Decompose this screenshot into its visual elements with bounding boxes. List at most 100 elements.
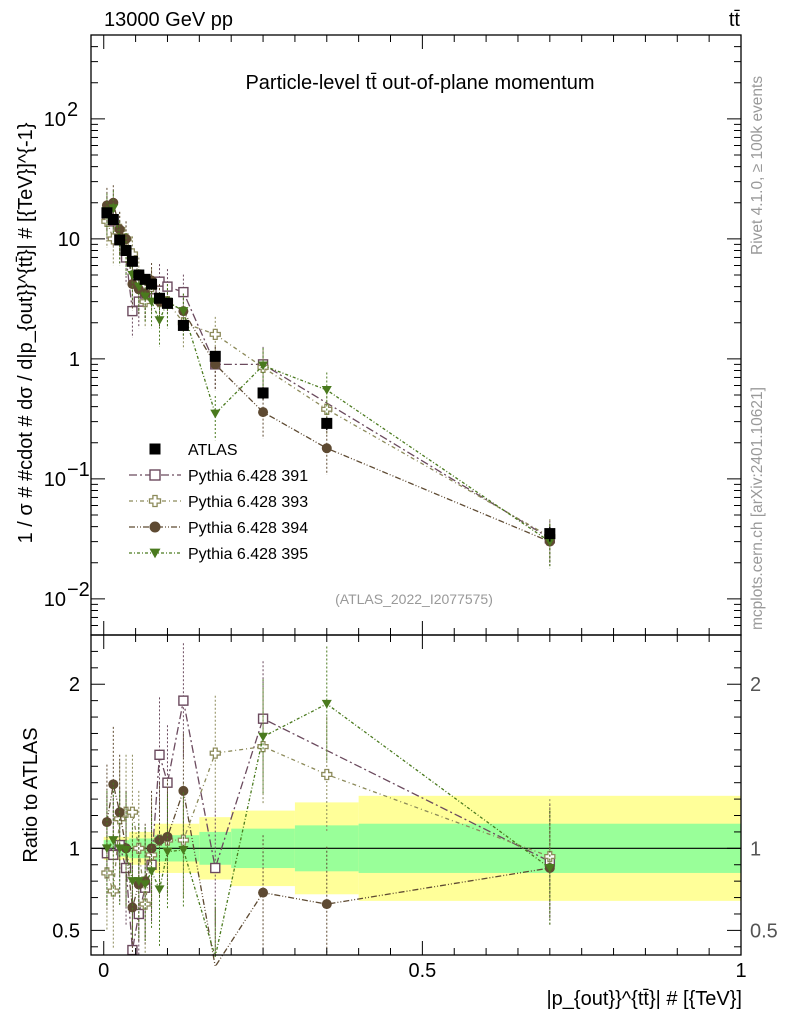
marker-atlas (321, 417, 333, 429)
marker-395 (108, 836, 119, 845)
header-right: tt̄ (729, 9, 741, 31)
marker-atlas (149, 443, 161, 455)
marker-391 (210, 862, 221, 874)
ratio-tick-label-right: 1 (750, 838, 761, 860)
marker-391 (154, 749, 165, 760)
marker-395 (154, 885, 165, 895)
marker-395 (154, 316, 165, 325)
marker-394 (162, 831, 173, 842)
marker-395 (149, 548, 161, 559)
marker-395 (544, 537, 555, 547)
marker-atlas (146, 278, 158, 290)
marker-atlas (257, 387, 269, 399)
marker-395 (140, 292, 151, 302)
y-tick-label: 10 −1 (44, 459, 90, 491)
marker-394 (258, 887, 269, 898)
x-tick-label: 0 (98, 960, 109, 982)
marker-395 (127, 877, 138, 886)
marker-atlas (126, 255, 138, 267)
x-tick-label: 1 (735, 960, 746, 982)
legend-label: Pythia 6.428 395 (188, 546, 308, 563)
marker-394 (210, 359, 221, 370)
marker-394 (258, 407, 269, 418)
y-tick-base: 10 (44, 469, 66, 491)
y-tick-base: 1 (69, 349, 80, 371)
ratio-tick-label: 0.5 (52, 920, 80, 942)
y-tick-label: 1 (69, 349, 80, 371)
marker-395 (121, 845, 132, 855)
marker-394 (146, 843, 157, 854)
rivet-label: Rivet 4.1.0, ≥ 100k events (749, 76, 766, 255)
legend-label: Pythia 6.428 391 (188, 468, 308, 485)
marker-395 (258, 732, 269, 742)
y-tick-base: 10 (58, 229, 80, 251)
y-tick-exponent: −2 (67, 579, 90, 601)
ratio-frame (90, 634, 742, 956)
x-tick-label: 0.5 (408, 960, 436, 982)
marker-395 (178, 845, 189, 855)
marker-395 (544, 864, 555, 873)
marker-395 (101, 844, 112, 854)
y-tick-exponent: −1 (67, 459, 90, 481)
marker-394 (178, 785, 189, 796)
marker-395 (210, 409, 221, 419)
marker-395 (321, 699, 332, 709)
marker-atlas (177, 319, 189, 331)
y-tick-base: 10 (44, 589, 66, 611)
marker-391 (162, 281, 173, 292)
ratio-tick-label: 1 (69, 838, 80, 860)
ratio-tick-label: 2 (69, 674, 80, 696)
header-left: 13000 GeV pp (104, 9, 233, 31)
marker-atlas (120, 245, 132, 257)
marker-394 (101, 817, 112, 828)
y-axis-label: 1 / σ # #cdot # dσ / d|p_{out}}^{tt̄}| #… (15, 122, 37, 543)
y-tick-label: 10 −2 (44, 579, 90, 611)
ratio-tick-label-right: 2 (750, 674, 761, 696)
marker-atlas (133, 269, 145, 281)
y-tick-base: 10 (44, 109, 66, 131)
marker-395 (321, 386, 332, 395)
marker-atlas (114, 234, 126, 246)
legend-label: Pythia 6.428 393 (188, 494, 308, 511)
marker-atlas (209, 350, 221, 362)
marker-393 (209, 328, 221, 341)
series-line-0 (106, 213, 551, 539)
marker-atlas (544, 528, 556, 540)
marker-391 (178, 695, 189, 706)
marker-395 (162, 847, 173, 857)
legend: ATLAS Pythia 6.428 391 Pythia 6.428 393 Pyt… (129, 442, 308, 563)
series-line-1 (106, 221, 551, 538)
marker-395 (133, 877, 144, 886)
legend-label: ATLAS (188, 442, 238, 459)
legend-label: Pythia 6.428 394 (188, 520, 308, 537)
marker-393 (148, 494, 162, 508)
x-axis-label: |p_{out}}^{tt̄}| # [{TeV}] (546, 988, 742, 1010)
marker-atlas (154, 292, 166, 304)
marker-394 (321, 899, 332, 910)
y-tick-label: 10 2 (44, 99, 78, 131)
marker-395 (146, 867, 157, 877)
ratio-tick-label-right: 0.5 (750, 920, 778, 942)
series-line-2 (106, 201, 551, 543)
y-tick-label: 10 (58, 229, 80, 251)
series-line-3 (106, 207, 551, 543)
marker-391 (149, 469, 161, 481)
marker-atlas (161, 297, 173, 309)
main-frame (90, 34, 742, 636)
mcplots-label: mcplots.cern.ch [arXiv:2401.10621] (749, 387, 766, 630)
main-plot (101, 185, 556, 569)
marker-395 (178, 307, 189, 316)
marker-395 (108, 204, 119, 213)
marker-393 (126, 806, 139, 818)
marker-atlas (139, 273, 151, 285)
marker-395 (140, 880, 151, 890)
marker-394 (321, 443, 332, 454)
marker-394 (127, 902, 138, 913)
reference-label: (ATLAS_2022_I2077575) (335, 591, 493, 607)
ratio-plot (91, 643, 741, 969)
marker-393 (177, 834, 190, 846)
marker-391 (178, 286, 189, 298)
marker-395 (258, 361, 269, 371)
marker-393 (321, 768, 333, 781)
